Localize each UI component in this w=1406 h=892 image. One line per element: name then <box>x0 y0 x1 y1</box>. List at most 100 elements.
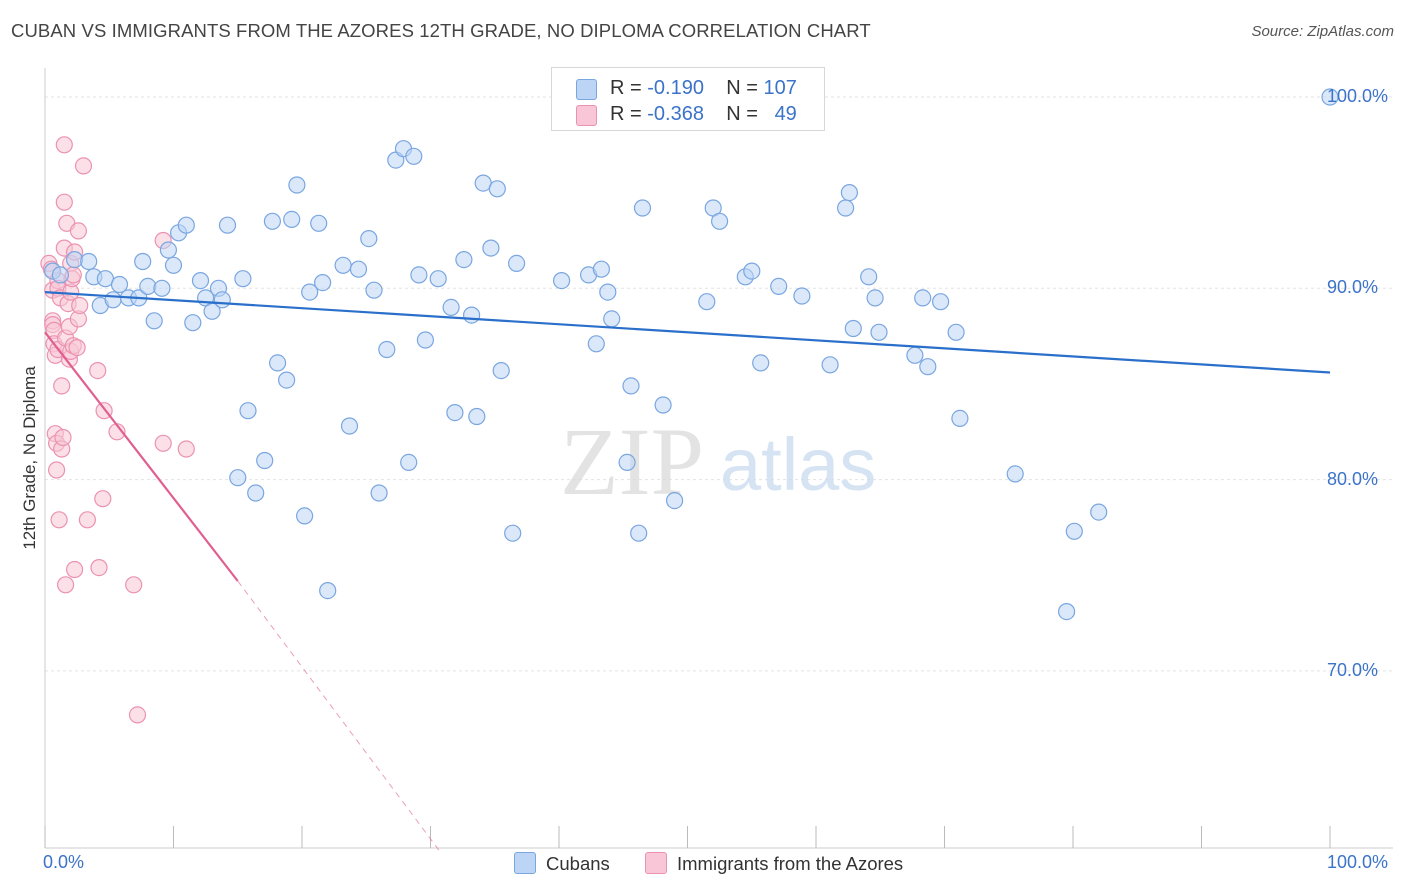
azores-point <box>94 490 112 508</box>
y-tick-label: 70.0% <box>1327 659 1379 680</box>
cubans-point <box>134 252 152 271</box>
cubans-point <box>283 210 301 228</box>
cubans-point <box>378 340 396 359</box>
cubans-point <box>229 469 247 487</box>
cubans-point <box>153 279 171 297</box>
azores-point <box>69 222 88 240</box>
cubans-point <box>365 281 383 299</box>
cubans-point <box>296 507 314 525</box>
cubans-point <box>1321 88 1339 106</box>
y-axis-label: 12th Grade, No Diploma <box>20 366 39 550</box>
cubans-point <box>429 270 447 288</box>
correlation-legend: R = -0.190 N = 107 R = -0.368 N = 49 <box>551 67 825 131</box>
cubans-point <box>770 277 788 295</box>
cubans-point <box>488 180 506 198</box>
cubans-point <box>145 312 163 330</box>
legend-item-azores[interactable]: Immigrants from the Azores <box>645 852 903 875</box>
cubans-point <box>504 524 522 542</box>
cubans-point <box>1090 503 1108 521</box>
cubans-point <box>665 492 684 510</box>
cubans-point <box>507 254 526 272</box>
cubans-point <box>191 272 210 290</box>
cubans-point <box>218 216 237 234</box>
cubans-point <box>592 260 611 278</box>
cubans-point <box>334 256 352 274</box>
cubans-point <box>370 484 388 502</box>
gridlines <box>45 96 1393 672</box>
legend-item-cubans[interactable]: Cubans <box>514 852 610 875</box>
x-tick-min: 0.0% <box>43 852 85 872</box>
azores-point <box>89 362 107 380</box>
azores-point <box>50 511 68 529</box>
y-tick-label: 90.0% <box>1327 277 1379 298</box>
cubans-point <box>919 358 937 376</box>
azores-point <box>71 296 89 315</box>
watermark-atlas: atlas <box>720 423 876 506</box>
trend-line-azores-extension <box>237 580 442 853</box>
cubans-point <box>416 331 434 349</box>
cubans-point <box>951 409 969 427</box>
legend-stats-cubans: R = -0.190 N = 107 <box>610 77 797 99</box>
cubans-point <box>587 335 605 353</box>
azores-point <box>53 377 71 395</box>
legend-label-azores: Immigrants from the Azores <box>677 853 904 874</box>
azores-point <box>78 511 97 529</box>
cubans-point <box>288 176 306 194</box>
azores-point <box>128 706 147 724</box>
cubans-point <box>177 216 195 234</box>
cubans-point <box>1006 465 1024 483</box>
cubans-point <box>630 524 648 542</box>
azores-point <box>74 157 93 175</box>
cubans-point <box>947 323 965 341</box>
cubans-point <box>931 293 950 311</box>
cubans-point <box>821 356 839 374</box>
azores-point <box>68 339 86 357</box>
cubans-point <box>239 402 257 420</box>
cubans-point <box>860 268 878 286</box>
legend-label-cubans: Cubans <box>546 853 610 874</box>
cubans-point <box>914 289 932 307</box>
azores-point <box>56 576 75 594</box>
azores-point <box>65 560 84 579</box>
axes <box>44 68 1393 849</box>
cubans-point <box>256 451 274 470</box>
cubans-point <box>866 289 884 307</box>
cubans-point <box>603 310 621 328</box>
cubans-point <box>247 484 265 502</box>
watermark: ZIP atlas <box>560 408 876 515</box>
cubans-point <box>836 199 855 217</box>
cubans-point <box>110 275 129 294</box>
cubans-point <box>234 270 252 288</box>
cubans-point <box>405 147 423 165</box>
cubans-point <box>906 346 924 364</box>
cubans-point <box>844 319 862 338</box>
cubans-point <box>442 298 460 316</box>
legend-swatch-azores-bottom <box>645 852 667 874</box>
cubans-point <box>492 362 510 380</box>
series-cubans-points <box>44 88 1339 621</box>
y-tick-label: 80.0% <box>1327 468 1379 489</box>
cubans-point <box>340 417 359 435</box>
azores-point <box>177 440 195 458</box>
source-credit: Source: ZipAtlas.com <box>1251 23 1394 40</box>
cubans-point <box>622 377 640 395</box>
azores-point <box>55 136 73 154</box>
cubans-point <box>698 293 716 311</box>
cubans-point <box>552 272 571 290</box>
cubans-point <box>410 266 428 284</box>
cubans-point <box>65 251 84 269</box>
cubans-point <box>301 283 319 301</box>
series-azores-points <box>40 136 195 724</box>
cubans-point <box>104 291 122 309</box>
cubans-point <box>400 453 418 471</box>
cubans-point <box>654 396 672 414</box>
azores-point <box>154 434 172 452</box>
y-tick-label: 100.0% <box>1327 86 1389 106</box>
trend-line-azores <box>44 331 239 582</box>
cubans-point <box>1057 602 1076 621</box>
cubans-point <box>349 260 368 278</box>
cubans-point <box>463 306 481 324</box>
cubans-point <box>710 212 729 230</box>
cubans-point <box>269 354 287 372</box>
cubans-point <box>633 199 652 217</box>
